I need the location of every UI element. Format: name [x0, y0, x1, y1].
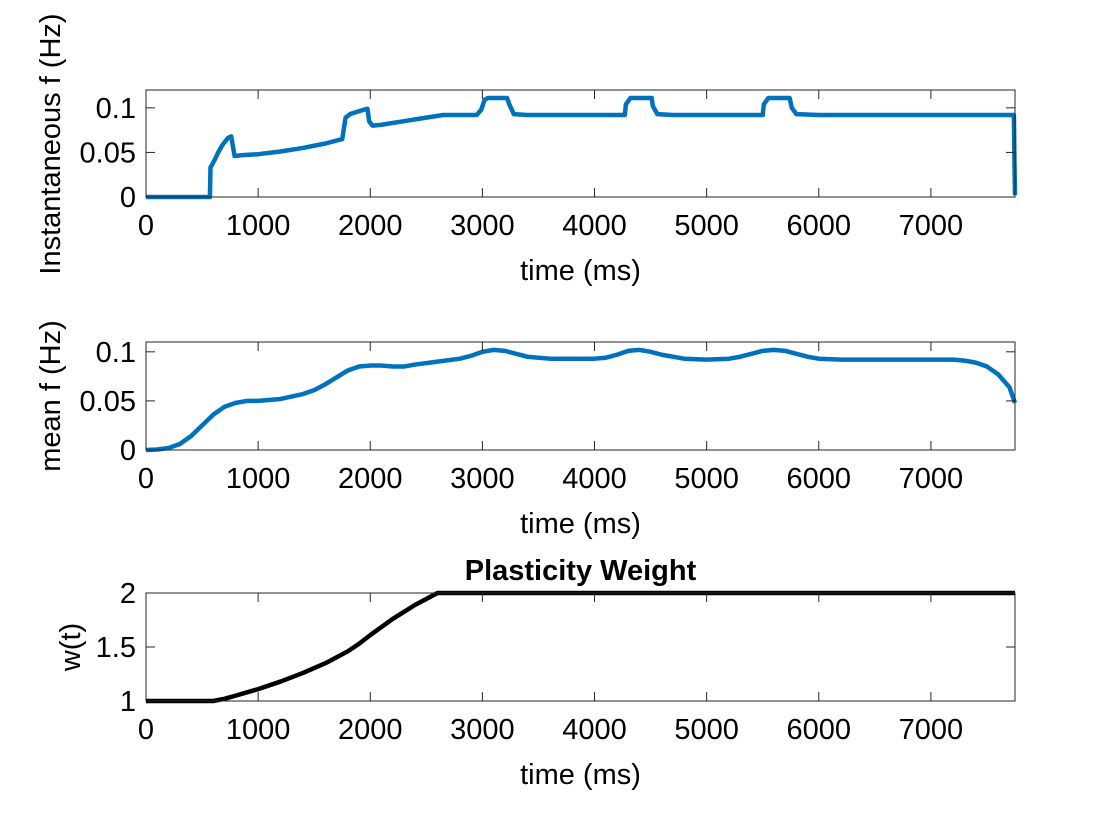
- y-tick-label: 2: [120, 578, 136, 610]
- x-tick-label: 1000: [226, 210, 291, 242]
- x-tick-label: 5000: [674, 463, 739, 495]
- y-tick-label: 0.05: [80, 386, 136, 418]
- x-axis-label: time (ms): [520, 759, 641, 791]
- y-tick-label: 0.05: [80, 137, 136, 169]
- x-tick-label: 5000: [674, 714, 739, 746]
- x-tick-label: 4000: [562, 210, 627, 242]
- x-tick-label: 6000: [787, 210, 852, 242]
- y-tick-label: 1: [120, 686, 136, 718]
- x-axis-label: time (ms): [520, 508, 641, 540]
- x-tick-label: 1000: [226, 463, 291, 495]
- x-tick-label: 7000: [899, 463, 964, 495]
- x-axis-label: time (ms): [520, 255, 641, 287]
- x-tick-label: 2000: [338, 714, 403, 746]
- x-tick-label: 7000: [899, 210, 964, 242]
- x-tick-label: 5000: [674, 210, 739, 242]
- axes-box: [145, 341, 1016, 451]
- y-tick-label: 0: [120, 435, 136, 467]
- x-tick-label: 6000: [787, 714, 852, 746]
- x-tick-label: 4000: [562, 463, 627, 495]
- x-tick-label: 0: [138, 714, 154, 746]
- y-axis-label: Instantaneous f (Hz): [35, 13, 67, 274]
- x-tick-label: 3000: [450, 210, 515, 242]
- chart-title: Plasticity Weight: [465, 555, 697, 587]
- y-axis-label: w(t): [55, 623, 87, 672]
- y-axis-label: mean f (Hz): [35, 320, 67, 471]
- x-tick-label: 2000: [338, 463, 403, 495]
- subplot-instantaneous-frequency: 0 1000 2000 3000 4000 5000 6000 7000 0 0.05 0.1 tim…: [35, 13, 1018, 287]
- y-tick-label: 0.1: [96, 337, 136, 369]
- subplot-mean-frequency: 0 1000 2000 3000 4000 5000 6000 7000 0 0.05 0.1 tim…: [35, 320, 1018, 540]
- x-tick-label: 3000: [450, 714, 515, 746]
- x-tick-label: 2000: [338, 210, 403, 242]
- x-tick-label: 0: [138, 210, 154, 242]
- series-line-0: [146, 590, 1015, 704]
- x-tick-label: 3000: [450, 463, 515, 495]
- y-tick-label: 0: [120, 182, 136, 214]
- series-line-0: [146, 95, 1018, 200]
- x-tick-label: 6000: [787, 463, 852, 495]
- x-tick-label: 7000: [899, 714, 964, 746]
- y-tick-label: 1.5: [96, 632, 136, 664]
- axes-box: [145, 89, 1016, 198]
- x-tick-label: 1000: [226, 714, 291, 746]
- x-tick-label: 0: [138, 463, 154, 495]
- y-tick-label: 0.1: [96, 93, 136, 125]
- series-line-0: [145, 347, 1018, 453]
- x-tick-label: 4000: [562, 714, 627, 746]
- subplot-plasticity-weight: 0 1000 2000 3000 4000 5000 6000 7000 1 1.5 2 time (…: [55, 555, 1016, 791]
